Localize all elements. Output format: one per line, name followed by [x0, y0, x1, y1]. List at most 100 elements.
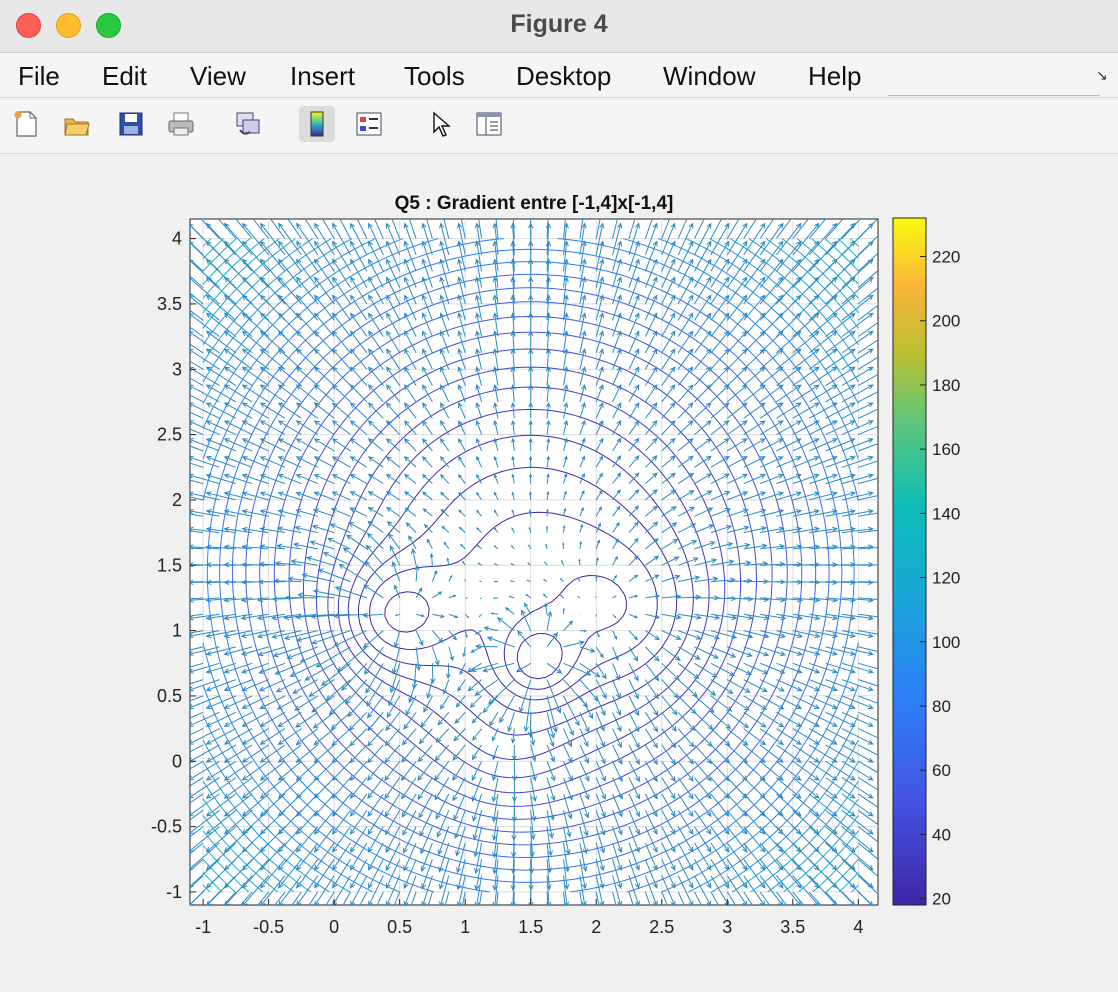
gradient-arrow [727, 596, 754, 602]
menu-help[interactable]: Help [808, 61, 862, 91]
gradient-arrow [727, 646, 753, 657]
gradient-arrow [563, 826, 571, 856]
gradient-arrow [269, 219, 286, 239]
edit-plot-pointer-icon[interactable] [422, 106, 458, 142]
gradient-arrow [562, 607, 565, 615]
gradient-arrow [661, 330, 676, 354]
gradient-arrow [385, 473, 400, 485]
gradient-arrow [776, 348, 802, 370]
dock-arrow-icon[interactable]: ↘ [1096, 67, 1108, 83]
gradient-arrow [612, 276, 622, 305]
menu-tools[interactable]: Tools [404, 61, 465, 91]
gradient-arrow [545, 222, 552, 255]
gradient-arrow [546, 842, 553, 874]
gradient-arrow [328, 695, 351, 715]
gradient-arrow [259, 420, 286, 436]
gradient-arrow [677, 842, 694, 871]
gradient-arrow [292, 679, 319, 694]
maximize-window-button[interactable] [96, 13, 121, 38]
colorbar[interactable] [892, 217, 927, 906]
gradient-arrow [710, 240, 730, 272]
gradient-arrow [809, 613, 839, 621]
menu-edit[interactable]: Edit [102, 61, 147, 91]
gradient-arrow [190, 728, 220, 745]
gradient-arrow [530, 219, 532, 239]
gradient-arrow [301, 572, 335, 583]
gradient-arrow [482, 695, 499, 714]
minimize-window-button[interactable] [56, 13, 81, 38]
save-icon[interactable] [113, 106, 149, 142]
gradient-arrow [694, 524, 715, 534]
gradient-arrow [809, 438, 838, 452]
gradient-arrow [494, 491, 499, 501]
gradient-arrow [295, 613, 335, 620]
gradient-arrow [223, 456, 253, 468]
gradient-arrow [367, 695, 384, 719]
gradient-arrow [205, 348, 237, 370]
gradient-arrow [776, 240, 802, 272]
gradient-arrow [332, 312, 351, 337]
gradient-arrow [311, 630, 351, 645]
gradient-arrow [439, 258, 450, 288]
menu-window[interactable]: Window [663, 61, 756, 91]
gradient-arrow [330, 711, 351, 730]
close-window-button[interactable] [16, 13, 41, 38]
gradient-arrow [402, 810, 417, 836]
gradient-arrow [792, 646, 821, 656]
gradient-arrow [628, 891, 634, 905]
menu-desktop[interactable]: Desktop [516, 61, 612, 91]
gradient-arrow [259, 509, 286, 517]
gradient-arrow [205, 662, 237, 674]
gradient-arrow [612, 555, 618, 566]
gradient-arrow [493, 545, 499, 550]
title-bar[interactable]: Figure 4 [0, 0, 1118, 53]
gradient-arrow [775, 219, 792, 239]
gradient-arrow [530, 761, 537, 782]
gradient-arrow [314, 258, 335, 288]
insert-colorbar-icon[interactable] [299, 106, 335, 142]
menu-view[interactable]: View [190, 61, 246, 91]
gradient-arrow [459, 663, 466, 676]
gradient-arrow [776, 420, 802, 436]
gradient-arrow [644, 842, 658, 871]
gradient-arrow [579, 761, 590, 782]
open-file-icon[interactable] [59, 106, 95, 142]
gradient-arrow [710, 222, 730, 256]
gradient-arrow [743, 276, 766, 305]
gradient-arrow [440, 508, 450, 517]
menu-file[interactable]: File [18, 61, 60, 91]
contour-line [231, 273, 830, 871]
insert-legend-icon[interactable] [351, 106, 387, 142]
gradient-arrow [241, 402, 269, 419]
gradient-arrow [492, 826, 499, 859]
gradient-arrow [479, 891, 483, 905]
gradient-arrow [313, 294, 335, 321]
gradient-arrow [792, 760, 820, 781]
gradient-arrow [332, 859, 351, 889]
gradient-arrow [190, 777, 204, 787]
gradient-arrow [562, 542, 565, 549]
gradient-arrow [841, 579, 874, 586]
gradient-arrow [743, 438, 766, 452]
print-icon[interactable] [163, 106, 199, 142]
gradient-arrow [389, 663, 401, 694]
new-figure-icon[interactable] [8, 106, 44, 142]
gradient-arrow [545, 240, 552, 272]
link-plot-icon[interactable] [230, 106, 266, 142]
gradient-arrow [726, 760, 748, 782]
gradient-arrow [595, 312, 605, 337]
gradient-arrow [367, 366, 384, 386]
gradient-arrow [710, 491, 731, 501]
gradient-arrow [579, 891, 583, 905]
property-inspector-icon[interactable] [471, 106, 507, 142]
contour-plot[interactable]: -1 -0.5 0 0.5 1 1.5 2 2.5 3 3.5 4 43.532.521.510.5… [0, 154, 1118, 992]
gradient-arrow [286, 646, 318, 660]
gradient-arrow [808, 711, 838, 727]
gradient-arrow [367, 711, 384, 732]
gradient-arrow [563, 891, 566, 905]
gradient-arrow [439, 276, 450, 305]
menu-insert[interactable]: Insert [290, 61, 356, 91]
gradient-arrow [313, 744, 335, 764]
gradient-arrow [644, 312, 658, 337]
gradient-arrow [190, 331, 220, 354]
